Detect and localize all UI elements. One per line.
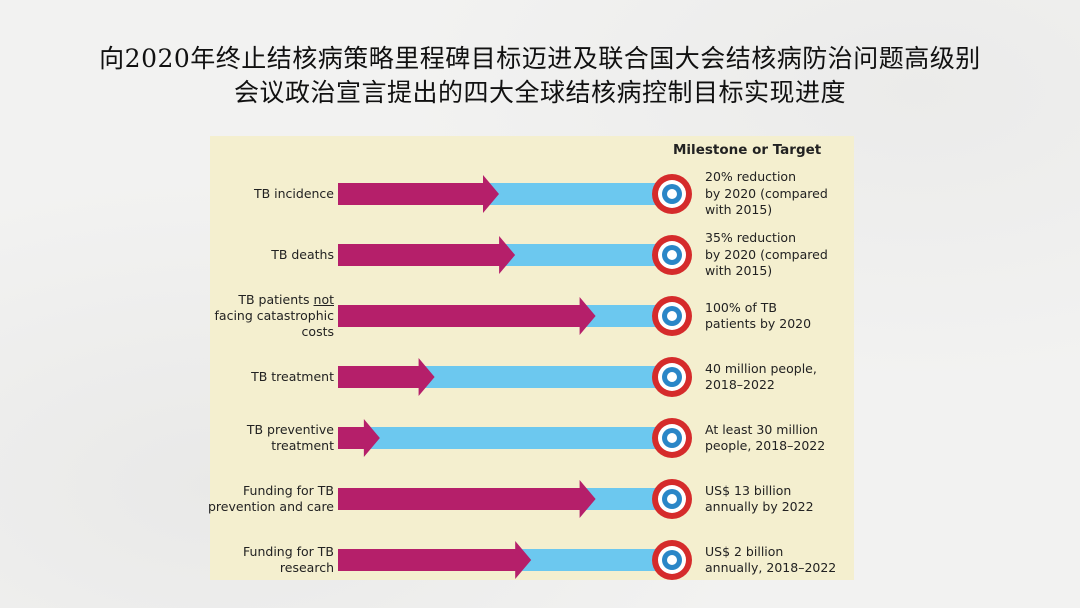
target-center — [667, 311, 677, 321]
progress-arrow — [338, 297, 596, 335]
progress-arrow — [338, 480, 596, 518]
title-line-2: 会议政治宣言提出的四大全球结核病控制目标实现进度 — [233, 78, 846, 107]
target-column-header: Milestone or Target — [673, 142, 822, 158]
row-target-text: 100% of TB patients by 2020 — [705, 299, 812, 332]
row-target-text: 35% reduction by 2020 (compared with 2015) — [705, 230, 828, 279]
target-center — [667, 372, 677, 382]
row-label: TB patients not facing catastrophic costs — [214, 292, 334, 339]
progress-arrow — [338, 358, 435, 396]
title-line-1: 向2020年终止结核病策略里程碑目标迈进及联合国大会结核病防治问题高级别 — [99, 44, 981, 73]
target-center — [667, 555, 677, 565]
progress-arrow — [338, 541, 532, 579]
row-label: TB incidence — [253, 186, 334, 201]
chart-panel: Milestone or Target TB incidence 20% redu… — [208, 136, 854, 580]
row-target-text: At least 30 million people, 2018–2022 — [705, 421, 826, 454]
progress-arrow — [338, 419, 380, 457]
target-center — [667, 433, 677, 443]
remaining-bar — [338, 427, 660, 449]
progress-arrow — [338, 175, 499, 213]
target-center — [667, 189, 677, 199]
slide-title: 向2020年终止结核病策略里程碑目标迈进及联合国大会结核病防治问题高级别 会议政… — [60, 42, 1020, 110]
target-center — [667, 494, 677, 504]
row-label: Funding for TB research — [243, 544, 334, 575]
progress-chart — [338, 174, 692, 580]
row-target-text: 20% reduction by 2020 (compared with 2015) — [705, 169, 828, 218]
progress-arrow — [338, 236, 516, 274]
row-label: TB preventive treatment — [246, 422, 334, 453]
row-label: Funding for TB prevention and care — [208, 483, 334, 514]
row-label: TB treatment — [251, 369, 334, 384]
target-center — [667, 250, 677, 260]
row-target-text: 40 million people, 2018–2022 — [705, 360, 817, 393]
row-target-text: US$ 2 billion annually, 2018–2022 — [705, 543, 837, 576]
row-label: TB deaths — [271, 247, 334, 262]
row-target-text: US$ 13 billion annually by 2022 — [705, 482, 814, 515]
